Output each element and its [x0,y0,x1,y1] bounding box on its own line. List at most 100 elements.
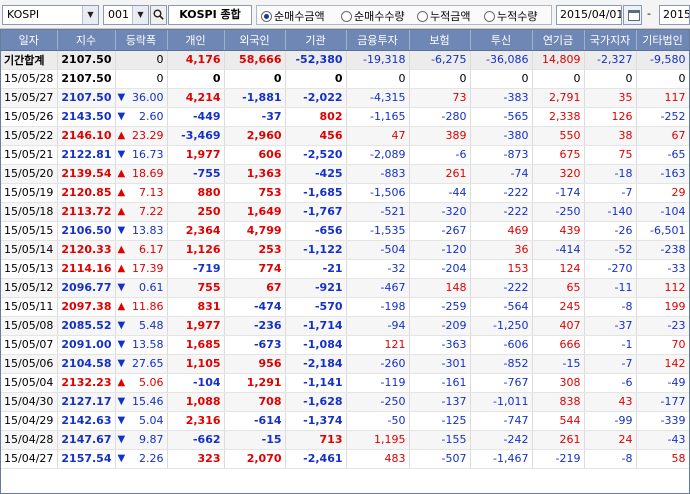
index-cell: 2114.16 [57,259,116,279]
pension-cell: 308 [532,373,585,393]
table-row[interactable]: 15/05/21 2122.81 ▼ 16.73 1,977 606 -2,520 -2,08… [1,145,689,165]
market-select[interactable]: KOSPI ▼ [2,5,99,25]
change-cell: ▲ 5.06 [115,373,168,393]
triangle-up-icon: ▲ [117,129,126,141]
individual-cell: -719 [167,259,225,279]
table-row[interactable]: 15/05/20 2139.54 ▲ 18.69 -755 1,363 -425 -883 26… [1,164,689,184]
column-header[interactable]: 외국인 [224,30,286,51]
government-cell: 24 [584,430,637,450]
column-header[interactable]: 투신 [470,30,533,51]
column-header[interactable]: 기관 [285,30,347,51]
radio-net-buy-amount[interactable]: 순매수금액 [261,8,325,24]
column-header[interactable]: 연기금 [532,30,585,51]
date-to-input[interactable]: 2015 [659,5,690,25]
government-cell: -6 [584,373,637,393]
triangle-down-icon: ▼ [117,91,126,103]
foreign-cell: 2,070 [224,449,286,469]
insurance-cell: -125 [409,411,471,431]
index-cell: 2104.58 [57,354,116,374]
code-select[interactable]: 001 ▼ [103,5,149,25]
change-value: 9.87 [139,433,164,446]
table-row[interactable]: 15/05/28 2107.50 0 0 0 0 0 0 0 0 0 0 [1,69,689,89]
individual-cell: -449 [167,107,225,127]
other-corp-cell: 70 [636,335,689,355]
radio-dot-icon [484,11,495,22]
change-value: 18.69 [132,167,164,180]
triangle-up-icon: ▲ [117,186,126,198]
government-cell: -7 [584,183,637,203]
table-row[interactable]: 15/05/08 2085.52 ▼ 5.48 1,977 -236 -1,714 -94 -2… [1,316,689,336]
change-value: 2.26 [139,452,164,465]
radio-net-buy-quantity[interactable]: 순매수수량 [341,8,405,24]
table-row[interactable]: 15/05/27 2107.50 ▼ 36.00 4,214 -1,881 -2,022 -4… [1,88,689,108]
individual-cell: -104 [167,373,225,393]
calendar-icon[interactable] [623,5,642,25]
table-row[interactable]: 15/05/14 2120.33 ▲ 6.17 1,126 253 -1,122 -504 -1… [1,240,689,260]
table-row[interactable]: 15/05/15 2106.50 ▼ 13.83 2,364 4,799 -656 -1,53… [1,221,689,241]
change-cell: ▲ 17.39 [115,259,168,279]
table-row[interactable]: 15/05/18 2113.72 ▲ 7.22 250 1,649 -1,767 -521 -3… [1,202,689,222]
change-value: 23.29 [132,129,164,142]
table-row[interactable]: 15/04/28 2147.67 ▼ 9.87 -662 -15 713 1,195 -155-… [1,430,689,450]
insurance-cell: -44 [409,183,471,203]
chevron-down-icon[interactable]: ▼ [132,6,148,24]
foreign-cell: 606 [224,145,286,165]
index-cell: 2096.77 [57,278,116,298]
financial-invest-cell: -883 [346,164,410,184]
government-cell: -2,327 [584,50,637,70]
date-from-input[interactable]: 2015/04/01 [556,5,622,25]
column-header[interactable]: 등락폭 [115,30,168,51]
table-row[interactable]: 15/05/04 2132.23 ▲ 5.06 -104 1,291 -1,141 -119-… [1,373,689,393]
pension-cell: -174 [532,183,585,203]
trust-cell: -1,250 [470,316,533,336]
individual-cell: 831 [167,297,225,317]
index-cell: 2107.50 [57,88,116,108]
column-header[interactable]: 보험 [409,30,471,51]
trust-cell: -74 [470,164,533,184]
table-row[interactable]: 15/04/30 2127.17 ▼ 15.46 1,088 708 -1,628 -250-… [1,392,689,412]
table-row[interactable]: 15/05/22 2146.10 ▲ 23.29 -3,469 2,960 456 47 389… [1,126,689,146]
table-row[interactable]: 15/04/29 2142.63 ▼ 5.04 2,316 -614 -1,374 -50 -1… [1,411,689,431]
pension-cell: 666 [532,335,585,355]
table-row[interactable]: 15/05/06 2104.58 ▼ 27.65 1,105 956 -2,184 -260-… [1,354,689,374]
date-cell: 15/04/30 [1,392,58,412]
column-header[interactable]: 개인 [167,30,225,51]
change-value: 13.83 [132,224,164,237]
individual-cell: 2,364 [167,221,225,241]
column-header[interactable]: 기타법인 [636,30,689,51]
trust-cell: -383 [470,88,533,108]
change-cell: ▼ 5.04 [115,411,168,431]
table-row[interactable]: 15/04/27 2157.54 ▼ 2.26 323 2,070 -2,461 483 -50… [1,449,689,469]
foreign-cell: -236 [224,316,286,336]
index-cell: 2106.50 [57,221,116,241]
total-row[interactable]: 기간합계 2107.50 0 4,176 58,666 -52,380 -19,318 -6,… [1,50,689,70]
table-row[interactable]: 15/05/11 2097.38 ▲ 11.86 831 -474 -570 -198 -259… [1,297,689,317]
other-corp-cell: 67 [636,126,689,146]
chevron-down-icon[interactable]: ▼ [82,6,98,24]
pension-cell: 245 [532,297,585,317]
radio-cumulative-quantity[interactable]: 누적수량 [484,8,537,24]
change-cell: ▼ 9.87 [115,430,168,450]
radio-label: 누적금액 [430,10,471,23]
foreign-cell: 253 [224,240,286,260]
column-header[interactable]: 일자 [1,30,58,51]
radio-cumulative-amount[interactable]: 누적금액 [417,8,470,24]
individual-cell: 2,316 [167,411,225,431]
search-button[interactable] [150,5,167,25]
pension-cell: -15 [532,354,585,374]
column-header[interactable]: 국가지자 [584,30,637,51]
index-cell: 2143.50 [57,107,116,127]
financial-invest-cell: 121 [346,335,410,355]
column-header[interactable]: 금융투자 [346,30,410,51]
table-row[interactable]: 15/05/26 2143.50 ▼ 2.60 -449 -37 802 -1,165 -280… [1,107,689,127]
table-row[interactable]: 15/05/12 2096.77 ▼ 0.61 755 67 -921 -467 148 -222… [1,278,689,298]
financial-invest-cell: -504 [346,240,410,260]
table-row[interactable]: 15/05/07 2091.00 ▼ 13.58 1,685 -673 -1,084 121-… [1,335,689,355]
triangle-down-icon: ▼ [117,433,126,445]
column-header[interactable]: 지수 [57,30,116,51]
date-cell: 15/05/28 [1,69,58,89]
table-row[interactable]: 15/05/13 2114.16 ▲ 17.39 -719 774 -21 -32 -204 15… [1,259,689,279]
insurance-cell: 261 [409,164,471,184]
triangle-up-icon: ▲ [117,243,126,255]
table-row[interactable]: 15/05/19 2120.85 ▲ 7.13 880 753 -1,685 -1,506 -4… [1,183,689,203]
